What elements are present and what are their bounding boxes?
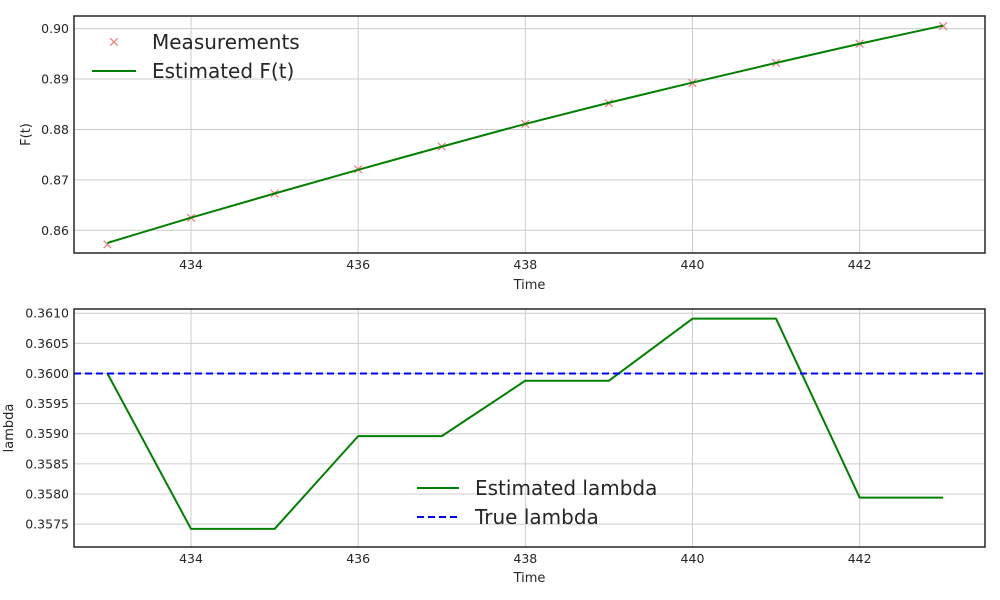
series-line-estimated-f-t- <box>107 24 944 244</box>
y-tick-label: 0.87 <box>41 172 69 187</box>
bottom-subplot-lambda: 434 436 438 440 442 0.3575 0.3580 0.3585 0.3590 0… <box>2 306 986 586</box>
y-tick-label: 0.90 <box>41 21 69 36</box>
y-axis-label: lambda <box>2 404 17 453</box>
y-tick-label: 0.3575 <box>25 517 69 532</box>
axes-frame <box>73 308 986 548</box>
plot-data <box>74 317 985 530</box>
y-tick-label: 0.3585 <box>25 456 69 471</box>
x-tick-label: 434 <box>179 257 203 272</box>
y-axis-label: F(t) <box>19 123 34 146</box>
legend-label: Estimated F(t) <box>152 59 294 83</box>
top-subplot-f-of-t: 434 436 438 440 442 0.86 0.87 0.88 0.89 0.90 Time F… <box>19 15 986 293</box>
x-tick-label: 442 <box>848 257 872 272</box>
series-line-estimated-lambda <box>106 317 944 530</box>
x-tick-label: 436 <box>346 551 370 566</box>
y-tick-label: 0.3600 <box>25 366 69 381</box>
y-tick-label: 0.3595 <box>25 396 69 411</box>
legend-marker <box>109 37 119 47</box>
plot-area <box>74 309 985 547</box>
x-axis-label: Time <box>513 278 546 293</box>
x-tick-label: 440 <box>681 551 705 566</box>
y-tick-label: 0.86 <box>41 223 69 238</box>
y-tick-label: 0.3610 <box>25 306 69 321</box>
y-tick-label: 0.89 <box>41 72 69 87</box>
y-tick-label: 0.88 <box>41 122 69 137</box>
y-tick-label: 0.3605 <box>25 336 69 351</box>
x-axis-label: Time <box>513 571 546 586</box>
plot-data <box>103 21 948 249</box>
legend-label: True lambda <box>474 505 599 529</box>
x-tick-label: 438 <box>513 551 537 566</box>
plot-area <box>74 16 985 253</box>
x-tick-label: 440 <box>681 257 705 272</box>
y-tick-label: 0.3580 <box>25 486 69 501</box>
x-tick-label: 436 <box>346 257 370 272</box>
legend-label: Measurements <box>152 30 300 54</box>
x-tick-label: 438 <box>513 257 537 272</box>
legend: Measurements Estimated F(t) <box>92 30 300 83</box>
x-tick-label: 442 <box>848 551 872 566</box>
axes-frame <box>73 15 986 254</box>
y-tick-label: 0.3590 <box>25 426 69 441</box>
legend: Estimated lambda True lambda <box>417 476 657 529</box>
legend-label: Estimated lambda <box>475 476 657 500</box>
x-tick-label: 434 <box>179 551 203 566</box>
